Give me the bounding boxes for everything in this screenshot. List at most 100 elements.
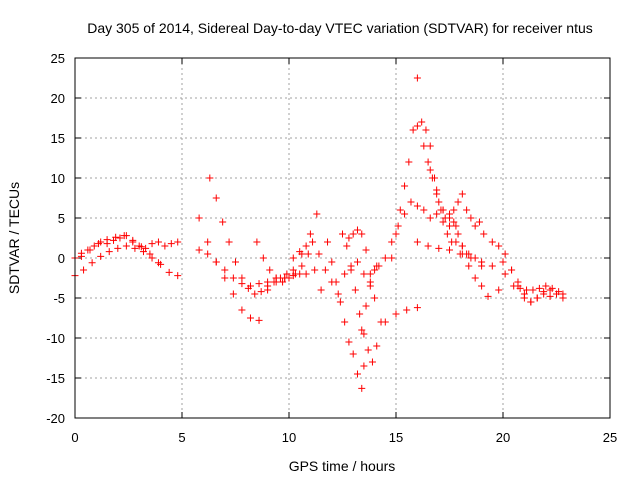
data-point — [161, 242, 169, 250]
data-point — [174, 238, 182, 246]
data-point — [238, 306, 246, 314]
data-point — [439, 218, 447, 226]
data-point — [291, 270, 299, 278]
y-tick-label: 5 — [58, 211, 65, 226]
data-point — [246, 282, 254, 290]
series-arc-20 — [488, 238, 567, 306]
data-point — [351, 286, 359, 294]
data-point — [315, 250, 323, 258]
data-point — [86, 246, 94, 254]
data-point — [165, 268, 173, 276]
data-point — [418, 118, 426, 126]
data-point — [97, 252, 105, 260]
data-point — [394, 222, 402, 230]
data-point — [105, 248, 113, 256]
data-point — [463, 250, 471, 258]
data-point — [475, 218, 483, 226]
x-tick-label: 0 — [71, 430, 78, 445]
data-point — [471, 274, 479, 282]
y-tick-label: -5 — [53, 291, 65, 306]
data-point — [251, 290, 259, 298]
data-point — [279, 278, 287, 286]
data-point — [375, 262, 383, 270]
x-tick-label: 10 — [282, 430, 296, 445]
data-point — [131, 244, 139, 252]
data-point — [428, 174, 436, 182]
x-tick-label: 20 — [496, 430, 510, 445]
data-point — [381, 318, 389, 326]
data-point — [392, 310, 400, 318]
series-arc-18 — [413, 238, 507, 270]
data-point — [204, 250, 212, 258]
data-point — [289, 254, 297, 262]
data-point — [77, 252, 85, 260]
data-point — [139, 248, 147, 256]
data-point — [334, 290, 342, 298]
data-point — [225, 238, 233, 246]
data-point — [480, 230, 488, 238]
series-arc-8 — [289, 238, 381, 298]
data-point — [373, 342, 381, 350]
data-point — [356, 310, 364, 318]
data-point — [345, 234, 353, 242]
x-tick-label: 25 — [603, 430, 617, 445]
data-point — [270, 278, 278, 286]
data-point — [467, 254, 475, 262]
data-point — [456, 250, 464, 258]
data-point — [221, 266, 229, 274]
data-point — [219, 218, 227, 226]
data-point — [88, 259, 96, 267]
data-point — [422, 126, 430, 134]
data-point — [540, 288, 548, 296]
data-point — [426, 166, 434, 174]
data-point — [555, 288, 563, 296]
data-point — [465, 262, 473, 270]
data-point — [317, 286, 325, 294]
y-tick-label: 20 — [51, 91, 65, 106]
y-axis-label: SDTVAR / TECUs — [6, 182, 22, 294]
data-point — [371, 266, 379, 274]
data-point — [413, 202, 421, 210]
x-tick-label: 15 — [389, 430, 403, 445]
series-arc-12 — [358, 362, 368, 392]
data-point — [446, 246, 453, 254]
data-point — [435, 244, 443, 252]
data-point — [302, 242, 310, 250]
data-point — [343, 242, 351, 250]
data-point — [488, 262, 496, 270]
data-point — [420, 206, 428, 214]
data-point — [458, 242, 466, 250]
data-point — [90, 242, 98, 250]
data-point — [266, 266, 274, 274]
data-point — [366, 282, 374, 290]
data-point — [349, 230, 357, 238]
data-point — [362, 246, 370, 254]
data-point — [206, 174, 214, 182]
data-point — [360, 270, 368, 278]
data-point — [339, 230, 346, 238]
data-point — [120, 232, 128, 240]
data-point — [238, 280, 246, 288]
data-point — [454, 198, 462, 206]
data-point — [523, 286, 531, 294]
data-point — [501, 270, 509, 278]
data-point — [122, 242, 130, 250]
series-arc-9 — [324, 238, 374, 378]
data-point — [358, 326, 366, 334]
data-point — [353, 226, 361, 234]
data-point — [311, 266, 319, 274]
data-point — [413, 304, 421, 312]
data-point — [313, 210, 321, 218]
data-point — [413, 122, 421, 130]
data-point — [114, 244, 122, 252]
data-point — [452, 238, 460, 246]
data-point — [353, 370, 361, 378]
series-arc-17 — [446, 190, 488, 238]
data-point — [535, 284, 543, 292]
data-point — [446, 222, 453, 230]
data-point — [324, 238, 332, 246]
data-point — [510, 282, 518, 290]
data-point — [435, 198, 443, 206]
data-point — [103, 236, 111, 244]
data-point — [424, 158, 432, 166]
